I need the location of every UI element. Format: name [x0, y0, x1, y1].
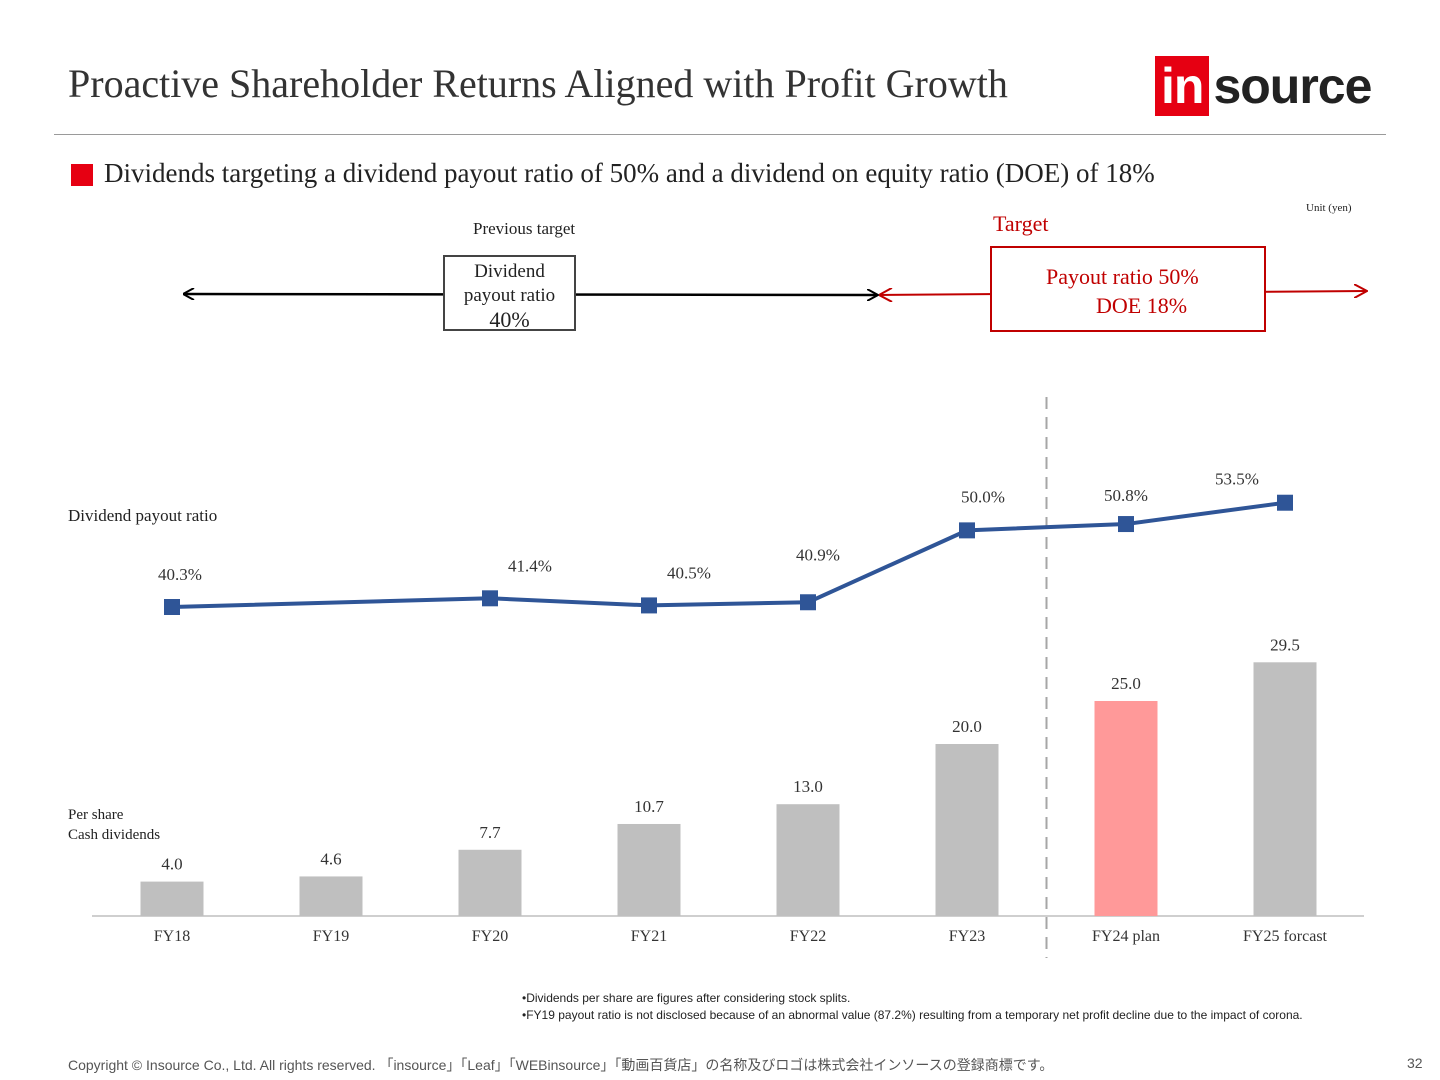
payout-ratio-label: 40.5%	[667, 563, 711, 582]
previous-target-line2: payout ratio	[463, 285, 556, 306]
logo-text: source	[1213, 58, 1372, 114]
x-tick-label: FY19	[313, 928, 349, 945]
payout-ratio-axis-label: Dividend payout ratio	[68, 506, 218, 525]
unit-label: Unit (yen)	[1306, 202, 1352, 214]
footnote-1: •Dividends per share are figures after c…	[522, 991, 851, 1005]
copyright-text: Copyright © Insource Co., Ltd. All right…	[68, 1057, 1054, 1073]
bar-fy25-forcast	[1253, 662, 1317, 916]
target-line2: DOE 18%	[1096, 293, 1188, 318]
bar-fy18	[140, 881, 204, 916]
footnote-2: •FY19 payout ratio is not disclosed beca…	[522, 1008, 1303, 1022]
bar-fy19	[299, 876, 363, 916]
previous-target-label: Previous target	[473, 219, 576, 238]
bar-value-label: 13.0	[793, 777, 823, 796]
payout-ratio-marker	[641, 597, 657, 614]
previous-target-box: Dividend payout ratio 40%	[443, 255, 576, 332]
bar-fy23	[935, 744, 999, 916]
payout-ratio-label: 50.8%	[1104, 486, 1148, 505]
x-tick-label: FY25 forcast	[1243, 928, 1328, 945]
bar-value-label: 29.5	[1270, 635, 1300, 654]
payout-ratio-label: 41.4%	[508, 556, 552, 575]
cash-label-line2: Cash dividends	[68, 827, 161, 843]
page-number: 32	[1407, 1055, 1423, 1071]
payout-ratio-label: 40.3%	[158, 565, 202, 584]
x-tick-label: FY21	[631, 928, 667, 945]
payout-ratio-marker	[164, 599, 180, 615]
x-tick-label: FY20	[472, 928, 508, 945]
cash-dividends-axis-label: Per share Cash dividends	[68, 805, 160, 845]
bar-value-label: 4.0	[161, 855, 182, 874]
payout-ratio-marker	[1277, 494, 1293, 511]
x-tick-label: FY24 plan	[1092, 928, 1160, 945]
slide-subtitle: Dividends targeting a dividend payout ra…	[104, 158, 1155, 188]
payout-ratio-label: 50.0%	[961, 487, 1005, 506]
bar-value-label: 10.7	[634, 797, 664, 816]
logo-mark: in	[1155, 56, 1210, 116]
insource-logo: in source	[1155, 56, 1372, 116]
payout-ratio-label: 40.9%	[796, 545, 840, 564]
bar-fy21	[617, 823, 681, 916]
header-divider	[54, 134, 1386, 135]
x-tick-label: FY22	[790, 928, 826, 945]
bar-fy24-plan	[1094, 701, 1158, 916]
bar-fy22	[776, 804, 840, 916]
payout-ratio-marker	[482, 590, 498, 607]
bar-value-label: 4.6	[320, 849, 341, 868]
bullet-square-icon	[71, 164, 93, 186]
previous-target-line3: 40%	[489, 307, 530, 332]
bar-value-label: 25.0	[1111, 674, 1141, 693]
x-tick-label: FY18	[154, 928, 190, 945]
previous-target-line1: Dividend	[474, 261, 545, 282]
bar-fy20	[458, 849, 522, 916]
target-box: Payout ratio 50% DOE 18%	[990, 246, 1266, 332]
payout-ratio-marker	[959, 522, 975, 539]
x-tick-label: FY23	[949, 928, 985, 945]
target-line1: Payout ratio 50%	[1046, 264, 1199, 289]
bar-value-label: 20.0	[952, 717, 982, 736]
payout-ratio-marker	[800, 594, 816, 611]
payout-ratio-marker	[1118, 516, 1134, 533]
footnotes: •Dividends per share are figures after c…	[522, 990, 1303, 1024]
bar-value-label: 7.7	[479, 823, 501, 842]
payout-ratio-label: 53.5%	[1215, 470, 1259, 489]
page-title: Proactive Shareholder Returns Aligned wi…	[68, 61, 1008, 106]
cash-label-line1: Per share	[68, 807, 124, 823]
target-label: Target	[993, 211, 1049, 236]
